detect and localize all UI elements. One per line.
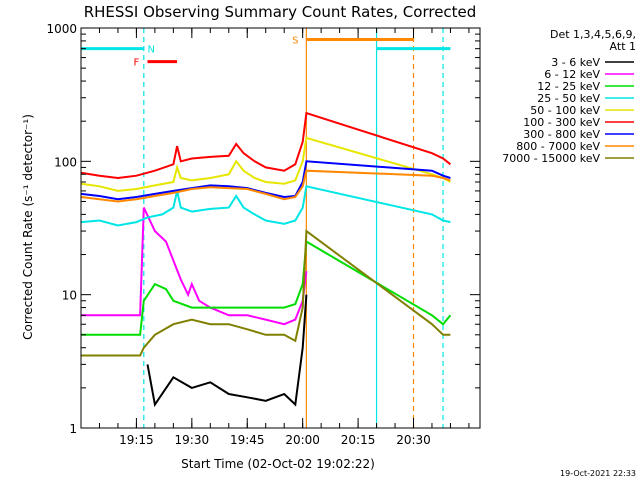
- x-tick-label-4: 20:15: [341, 433, 376, 447]
- series-line-8: [81, 229, 451, 357]
- series-line-7: [80, 169, 451, 203]
- y-tick-label-0: 1: [69, 422, 77, 436]
- legend-header-1: Att 1: [610, 40, 636, 53]
- legend-label-7: 800 - 7000 keV: [516, 140, 600, 153]
- legend-label-2: 12 - 25 keV: [537, 80, 600, 93]
- legend-label-1: 6 - 12 keV: [544, 68, 600, 81]
- y-axis-label: Corrected Count Rate (s⁻¹ detector⁻¹): [21, 114, 35, 340]
- axes-frame: [80, 27, 481, 429]
- series-line-5: [80, 111, 452, 180]
- series-line-0: [146, 294, 308, 408]
- x-tick-label-0: 19:15: [119, 433, 154, 447]
- state-label-s: S: [292, 35, 298, 46]
- date-stamp: 19-Oct-2021 22:33: [560, 469, 636, 478]
- series-line-3: [80, 185, 451, 227]
- x-axis-label: Start Time (02-Oct-02 19:02:22): [181, 457, 375, 471]
- legend-label-3: 25 - 50 keV: [537, 92, 600, 105]
- series-line-6: [80, 160, 451, 201]
- legend-label-6: 300 - 800 keV: [523, 128, 600, 141]
- x-tick-label-5: 20:30: [396, 433, 431, 447]
- legend-label-8: 7000 - 15000 keV: [502, 152, 600, 165]
- legend-label-4: 50 - 100 keV: [530, 104, 600, 117]
- x-tick-label-2: 19:45: [230, 433, 265, 447]
- series-line-4: [80, 136, 451, 192]
- chart-title: RHESSI Observing Summary Count Rates, Co…: [84, 3, 477, 21]
- legend-label-0: 3 - 6 keV: [551, 56, 600, 69]
- state-label-n: N: [147, 45, 154, 56]
- x-tick-label-1: 19:30: [175, 433, 210, 447]
- y-tick-label-3: 1000: [46, 22, 77, 36]
- y-tick-label-1: 10: [62, 289, 77, 303]
- y-tick-label-2: 100: [54, 155, 77, 169]
- series-line-2: [81, 239, 452, 336]
- state-label-f: F: [134, 58, 140, 69]
- x-tick-label-3: 20:00: [285, 433, 320, 447]
- legend-label-5: 100 - 300 keV: [523, 116, 600, 129]
- legend-header-0: Det 1,3,4,5,6,9,: [550, 28, 636, 41]
- plot-area: NF S 19:15 19:30 19:45 20:00 20:15 20:30 1 10 100 1…: [46, 22, 481, 447]
- series-line-1: [81, 207, 308, 326]
